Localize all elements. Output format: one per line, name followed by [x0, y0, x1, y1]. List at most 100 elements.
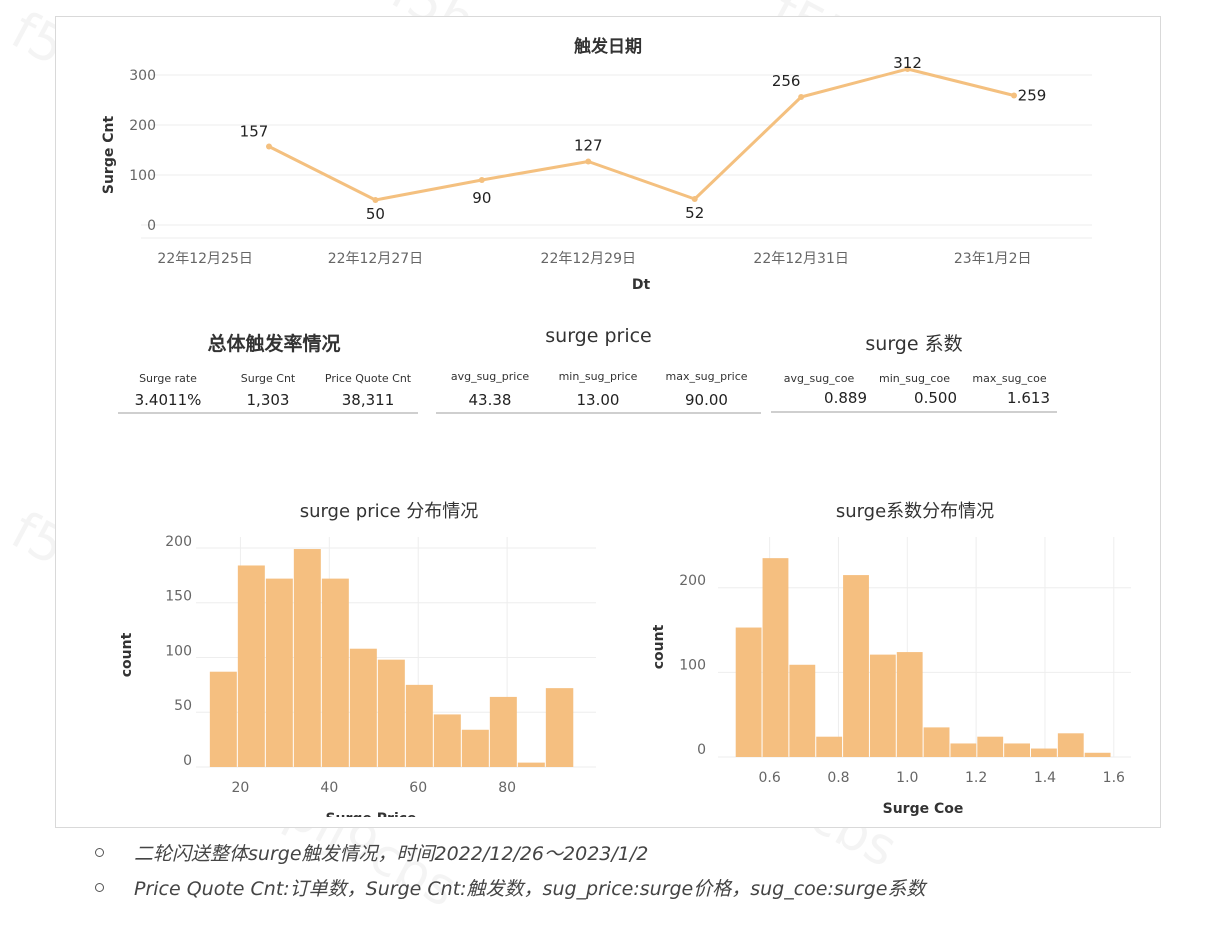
histogram-bar — [843, 575, 869, 757]
histogram-bar — [816, 736, 843, 757]
note-item: Price Quote Cnt:订单数，Surge Cnt:触发数，sug_pr… — [95, 874, 925, 901]
x-tick-label: 22年12月25日 — [157, 251, 252, 267]
histogram-bar — [209, 671, 237, 767]
x-tick-label: 0.8 — [827, 770, 849, 786]
histogram-bar — [789, 664, 816, 757]
x-tick-label: 1.2 — [965, 770, 987, 786]
y-axis-title: count — [651, 624, 667, 669]
histogram-bar — [461, 729, 489, 767]
data-label: 157 — [240, 123, 269, 141]
x-tick-label: 80 — [498, 780, 516, 796]
table-header-avg-sug-price: avg_sug_price — [450, 370, 530, 383]
y-tick-label: 0 — [183, 753, 192, 769]
summary-table-title: surge price — [545, 325, 652, 347]
data-label: 90 — [472, 189, 491, 207]
table-value-min-sug-price: 13.00 — [576, 391, 620, 409]
x-axis-title: Dt — [632, 277, 651, 293]
histogram-bar — [237, 565, 265, 767]
table-rule — [436, 412, 761, 414]
histogram-bar — [923, 727, 950, 757]
histogram-bar — [293, 549, 321, 767]
summary-table-title: surge 系数 — [865, 333, 963, 355]
x-tick-label: 22年12月27日 — [328, 251, 423, 267]
table-header-avg-sug-coe: avg_sug_coe — [783, 372, 855, 385]
data-point — [1011, 92, 1017, 99]
histogram-bar — [1057, 733, 1084, 757]
surge-price-histogram: surge price 分布情况 0 50 100 150 200 20 40 60 80 Surg… — [119, 501, 596, 817]
y-tick-label: 200 — [129, 118, 156, 134]
bullet-icon — [95, 883, 104, 892]
histogram-bar — [977, 736, 1004, 757]
x-tick-label: 1.4 — [1034, 770, 1056, 786]
table-value-max-sug-coe: 1.613 — [1007, 389, 1050, 407]
histogram-bar — [377, 659, 405, 767]
data-label: 259 — [1018, 87, 1047, 105]
series-line — [268, 67, 1015, 202]
data-point — [691, 196, 698, 202]
x-tick-label: 0.6 — [758, 770, 780, 786]
y-tick-label: 50 — [174, 698, 192, 714]
table-value-avg-sug-price: 43.38 — [468, 391, 512, 409]
histogram-bar — [517, 762, 545, 767]
x-tick-label: 60 — [409, 780, 427, 796]
y-axis-title: Surge Cnt — [101, 116, 117, 195]
histogram-bar — [489, 696, 517, 767]
y-tick-label: 300 — [129, 68, 156, 84]
y-tick-label: 0 — [697, 742, 706, 758]
table-header-max-sug-coe: max_sug_coe — [972, 372, 1047, 385]
table-header-surge-rate: Surge rate — [139, 372, 197, 385]
data-point — [798, 94, 805, 100]
chart-title: surge系数分布情况 — [836, 501, 994, 522]
y-tick-label: 200 — [165, 534, 192, 550]
x-axis-title: Surge Coe — [883, 801, 964, 817]
table-rule — [771, 411, 1057, 413]
table-rule — [118, 412, 418, 414]
x-tick-label: 22年12月29日 — [541, 251, 636, 267]
histogram-bar — [735, 627, 762, 757]
y-axis-title: count — [119, 632, 135, 677]
table-header-min-sug-price: min_sug_price — [558, 370, 638, 383]
note-text: 二轮闪送整体surge触发情况，时间2022/12/26～2023/1/2 — [134, 843, 649, 865]
y-tick-label: 100 — [679, 657, 706, 673]
x-tick-label: 20 — [232, 780, 250, 796]
data-label: 127 — [574, 137, 603, 155]
data-point — [372, 197, 379, 203]
x-tick-label: 1.6 — [1103, 770, 1125, 786]
data-point — [266, 143, 272, 150]
table-value-max-sug-price: 90.00 — [685, 391, 728, 409]
data-label: 312 — [893, 54, 922, 72]
summary-table-title: 总体触发率情况 — [207, 333, 341, 355]
note-text: Price Quote Cnt:订单数，Surge Cnt:触发数，sug_pr… — [134, 878, 926, 900]
y-tick-label: 100 — [165, 643, 192, 659]
table-value-min-sug-coe: 0.500 — [914, 389, 957, 407]
data-point — [904, 66, 911, 72]
table-header-min-sug-coe: min_sug_coe — [879, 372, 950, 385]
y-tick-label: 0 — [147, 218, 156, 234]
histogram-bar — [896, 652, 923, 757]
histogram-bar — [349, 648, 377, 767]
chart-title: surge price 分布情况 — [300, 501, 479, 522]
histogram-bar — [405, 684, 433, 767]
x-tick-label: 23年1月2日 — [954, 251, 1032, 267]
histogram-bar — [869, 654, 896, 757]
x-axis-title: Surge Price — [325, 811, 416, 817]
histogram-bar — [1031, 748, 1057, 757]
histogram-bar — [762, 558, 789, 757]
y-tick-label: 200 — [679, 573, 706, 589]
bullet-icon — [95, 848, 104, 857]
table-header-surge-cnt: Surge Cnt — [240, 372, 296, 385]
x-tick-label: 40 — [320, 780, 338, 796]
surge-coe-histogram: surge系数分布情况 0 100 200 0.6 0.8 1.0 1.2 1.4 1.6 Surg… — [651, 501, 1131, 817]
table-value-price-quote-cnt: 38,311 — [341, 391, 395, 409]
histogram-bar — [545, 688, 574, 767]
data-point — [478, 177, 485, 183]
histogram-bar — [265, 578, 293, 767]
note-item: 二轮闪送整体surge触发情况，时间2022/12/26～2023/1/2 — [95, 839, 648, 866]
x-tick-label: 1.0 — [896, 770, 918, 786]
table-value-surge-cnt: 1,303 — [246, 391, 290, 409]
data-point — [585, 158, 592, 165]
line-chart: 触发日期 0 100 200 300 Surge Cnt Dt 22年12月25日 22年12月… — [101, 36, 1092, 293]
table-header-price-quote-cnt: Price Quote Cnt — [324, 372, 412, 385]
y-tick-label: 100 — [129, 168, 156, 184]
histogram-bar — [321, 578, 349, 767]
